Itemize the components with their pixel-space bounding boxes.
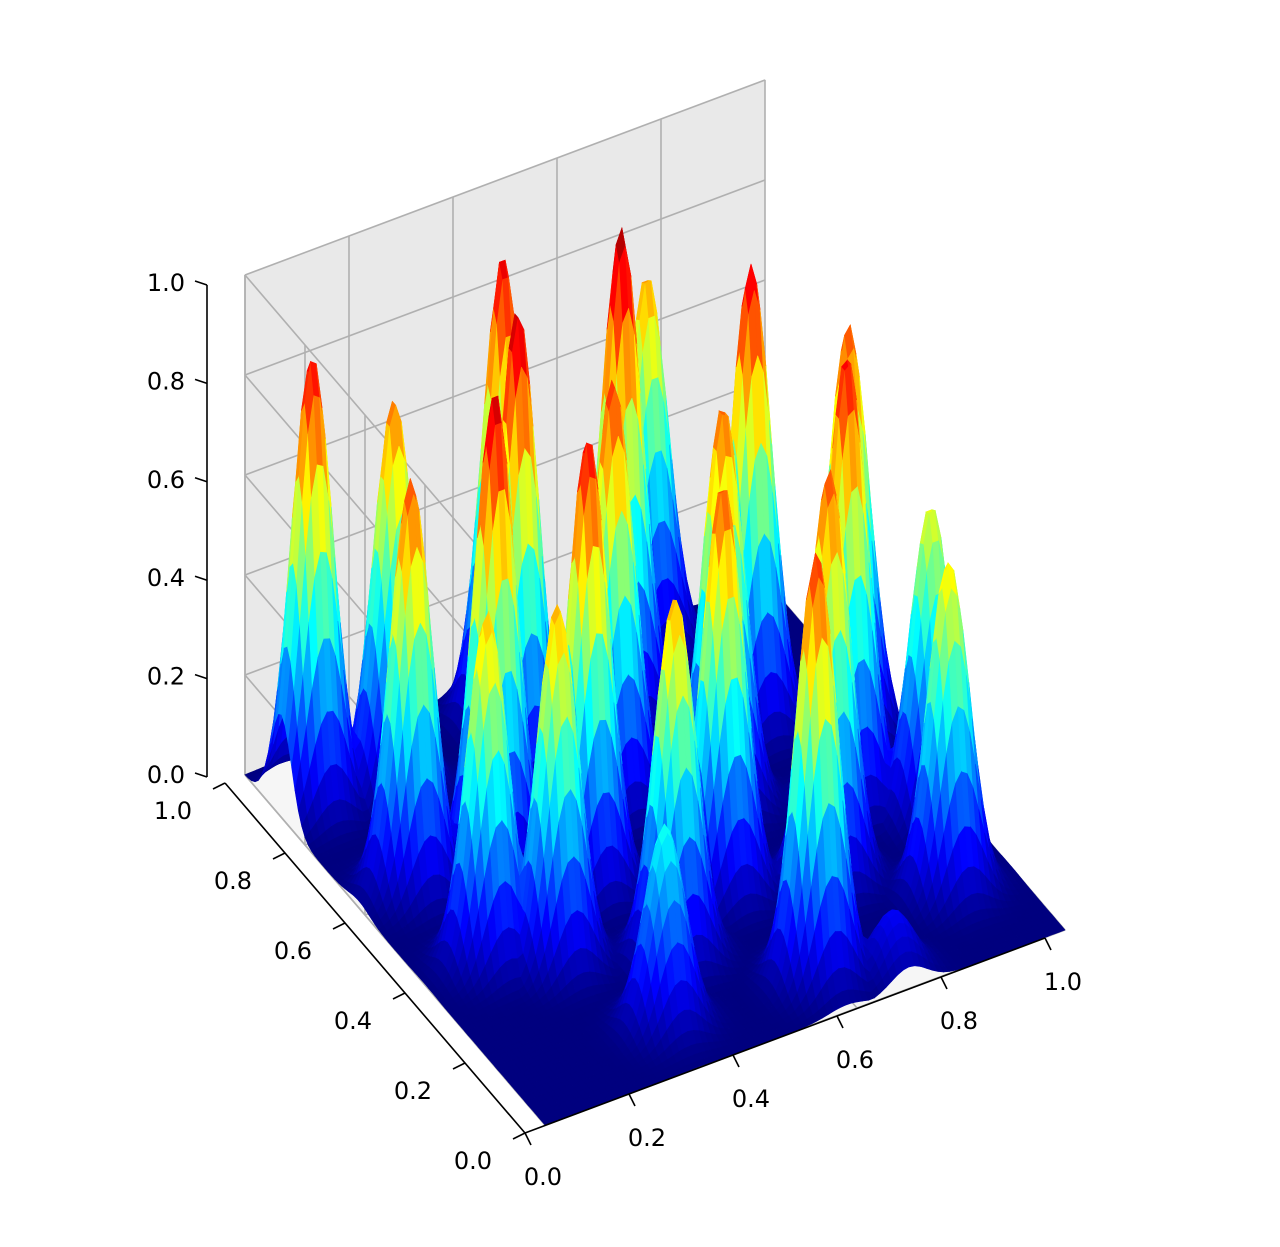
grid-line-right-z-5 (244, 79, 766, 276)
surface (244, 226, 1066, 1126)
